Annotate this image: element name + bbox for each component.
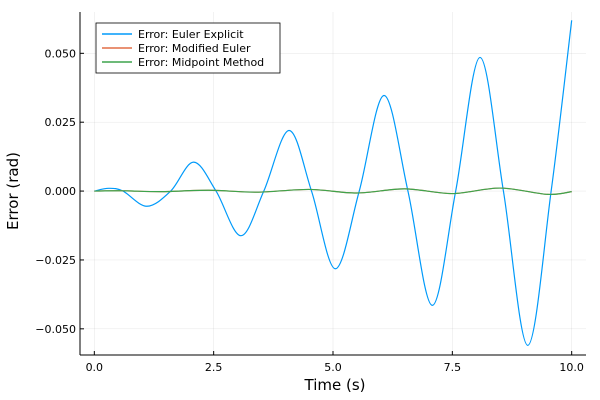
y-axis-label: Error (rad) <box>4 152 22 230</box>
x-tick-label-1: 2.5 <box>205 361 223 374</box>
y-tick-label-4: 0.050 <box>45 47 77 60</box>
tick-labels: 0.0 2.5 5.0 7.5 10.0 −0.050 −0.025 0.000 0.025 0.… <box>35 47 584 374</box>
legend-label-2: Error: Midpoint Method <box>138 56 264 69</box>
x-axis-label: Time (s) <box>304 376 366 394</box>
x-tick-label-0: 0.0 <box>86 361 104 374</box>
series-line-2 <box>94 187 572 196</box>
y-tick-label-0: −0.050 <box>35 323 76 336</box>
x-tick-label-2: 5.0 <box>324 361 342 374</box>
legend-label-0: Error: Euler Explicit <box>138 28 244 41</box>
x-tick-label-4: 10.0 <box>559 361 584 374</box>
y-tick-label-3: 0.025 <box>45 116 77 129</box>
legend-label-1: Error: Modified Euler <box>138 42 251 55</box>
y-tick-label-2: 0.000 <box>45 185 77 198</box>
series-lines <box>94 20 573 346</box>
y-tick-label-1: −0.025 <box>35 254 76 267</box>
tick-marks <box>80 52 573 355</box>
series-line-0 <box>94 20 573 346</box>
x-tick-label-3: 7.5 <box>444 361 462 374</box>
